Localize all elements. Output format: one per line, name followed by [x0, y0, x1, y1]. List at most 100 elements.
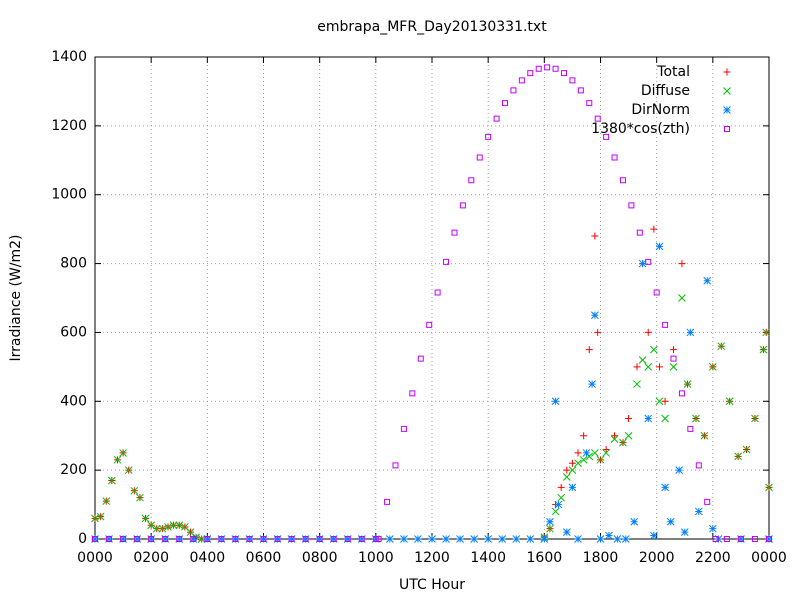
data-point [91, 514, 99, 523]
data-point [633, 363, 641, 371]
data-point [554, 500, 563, 509]
data-point [568, 459, 576, 467]
data-point [218, 536, 225, 542]
data-point [259, 535, 268, 543]
data-point [344, 536, 351, 542]
data-point [579, 455, 588, 464]
data-point [546, 524, 554, 533]
data-point [683, 380, 692, 388]
data-point [670, 355, 677, 362]
data-point [605, 531, 613, 540]
data-point [330, 536, 337, 542]
data-point [204, 536, 211, 542]
data-point [624, 431, 633, 440]
data-point [161, 535, 170, 543]
data-point [552, 65, 559, 72]
data-point [260, 536, 267, 542]
data-point [666, 517, 675, 526]
data-point [655, 242, 664, 251]
data-point [133, 535, 141, 543]
y-axis-label: Irradiance (W/m2) [8, 235, 24, 362]
data-point [765, 535, 773, 543]
x-tick-label: 1200 [414, 550, 450, 566]
data-point [655, 397, 664, 406]
data-point [602, 449, 610, 457]
y-tick-label: 800 [60, 256, 87, 272]
data-point [301, 535, 310, 543]
x-tick-label: 0000 [77, 550, 113, 566]
x-tick-label: 1600 [527, 550, 563, 566]
data-point [426, 321, 433, 328]
data-point [621, 535, 630, 543]
data-point [585, 346, 593, 354]
data-point [611, 432, 619, 440]
y-tick-label: 1200 [51, 118, 87, 134]
data-point [574, 535, 582, 543]
y-tick-label: 1400 [51, 49, 87, 65]
data-point [148, 536, 155, 542]
data-point [675, 466, 683, 474]
data-point [586, 100, 593, 107]
x-tick-label: 2000 [639, 550, 675, 566]
data-point [386, 535, 394, 543]
legend-label: Diffuse [641, 83, 690, 99]
data-point [136, 493, 144, 502]
data-point [470, 535, 478, 543]
x-tick-label: 0600 [246, 550, 282, 566]
data-point [568, 483, 577, 492]
data-point [468, 177, 475, 184]
data-point [175, 535, 184, 543]
data-point [653, 289, 660, 296]
x-tick-label: 0400 [190, 550, 226, 566]
data-point [563, 466, 571, 474]
data-point [120, 536, 127, 542]
data-point [636, 229, 643, 236]
data-point [273, 535, 282, 543]
data-point [442, 535, 450, 543]
x-tick-label: 0200 [133, 550, 169, 566]
data-point [603, 133, 610, 140]
data-point [485, 133, 492, 140]
data-point [105, 535, 113, 543]
data-point [644, 328, 652, 336]
x-tick-label: 0800 [302, 550, 338, 566]
data-point [232, 536, 239, 542]
data-point [630, 517, 639, 526]
data-point [574, 459, 582, 468]
data-point [287, 535, 296, 543]
legend-marker [723, 106, 731, 114]
data-point [582, 449, 591, 457]
data-point [400, 535, 408, 543]
data-point [562, 528, 571, 536]
data-point [434, 289, 441, 296]
data-point [737, 536, 744, 542]
data-point [526, 535, 535, 543]
data-point [577, 87, 584, 94]
data-point [343, 535, 352, 543]
data-point [96, 512, 105, 521]
x-tick-label: 0000 [751, 550, 787, 566]
data-point [551, 397, 560, 406]
legend-label: Total [656, 64, 690, 80]
data-point [316, 536, 323, 542]
data-point [680, 528, 689, 536]
data-point [476, 154, 483, 161]
data-point [124, 466, 133, 474]
data-point [459, 202, 466, 209]
data-point [644, 363, 653, 371]
data-point [662, 321, 669, 328]
y-tick-label: 600 [60, 324, 87, 340]
data-point [544, 64, 551, 71]
data-point [568, 466, 577, 474]
data-point [246, 536, 253, 542]
data-point [655, 363, 663, 371]
data-point [669, 363, 678, 371]
data-point [535, 65, 542, 72]
x-tick-label: 1800 [583, 550, 619, 566]
data-point [451, 229, 458, 236]
data-point [190, 536, 197, 542]
data-point [169, 521, 178, 530]
data-point [594, 328, 602, 336]
data-point [628, 202, 635, 209]
data-point [274, 536, 281, 542]
